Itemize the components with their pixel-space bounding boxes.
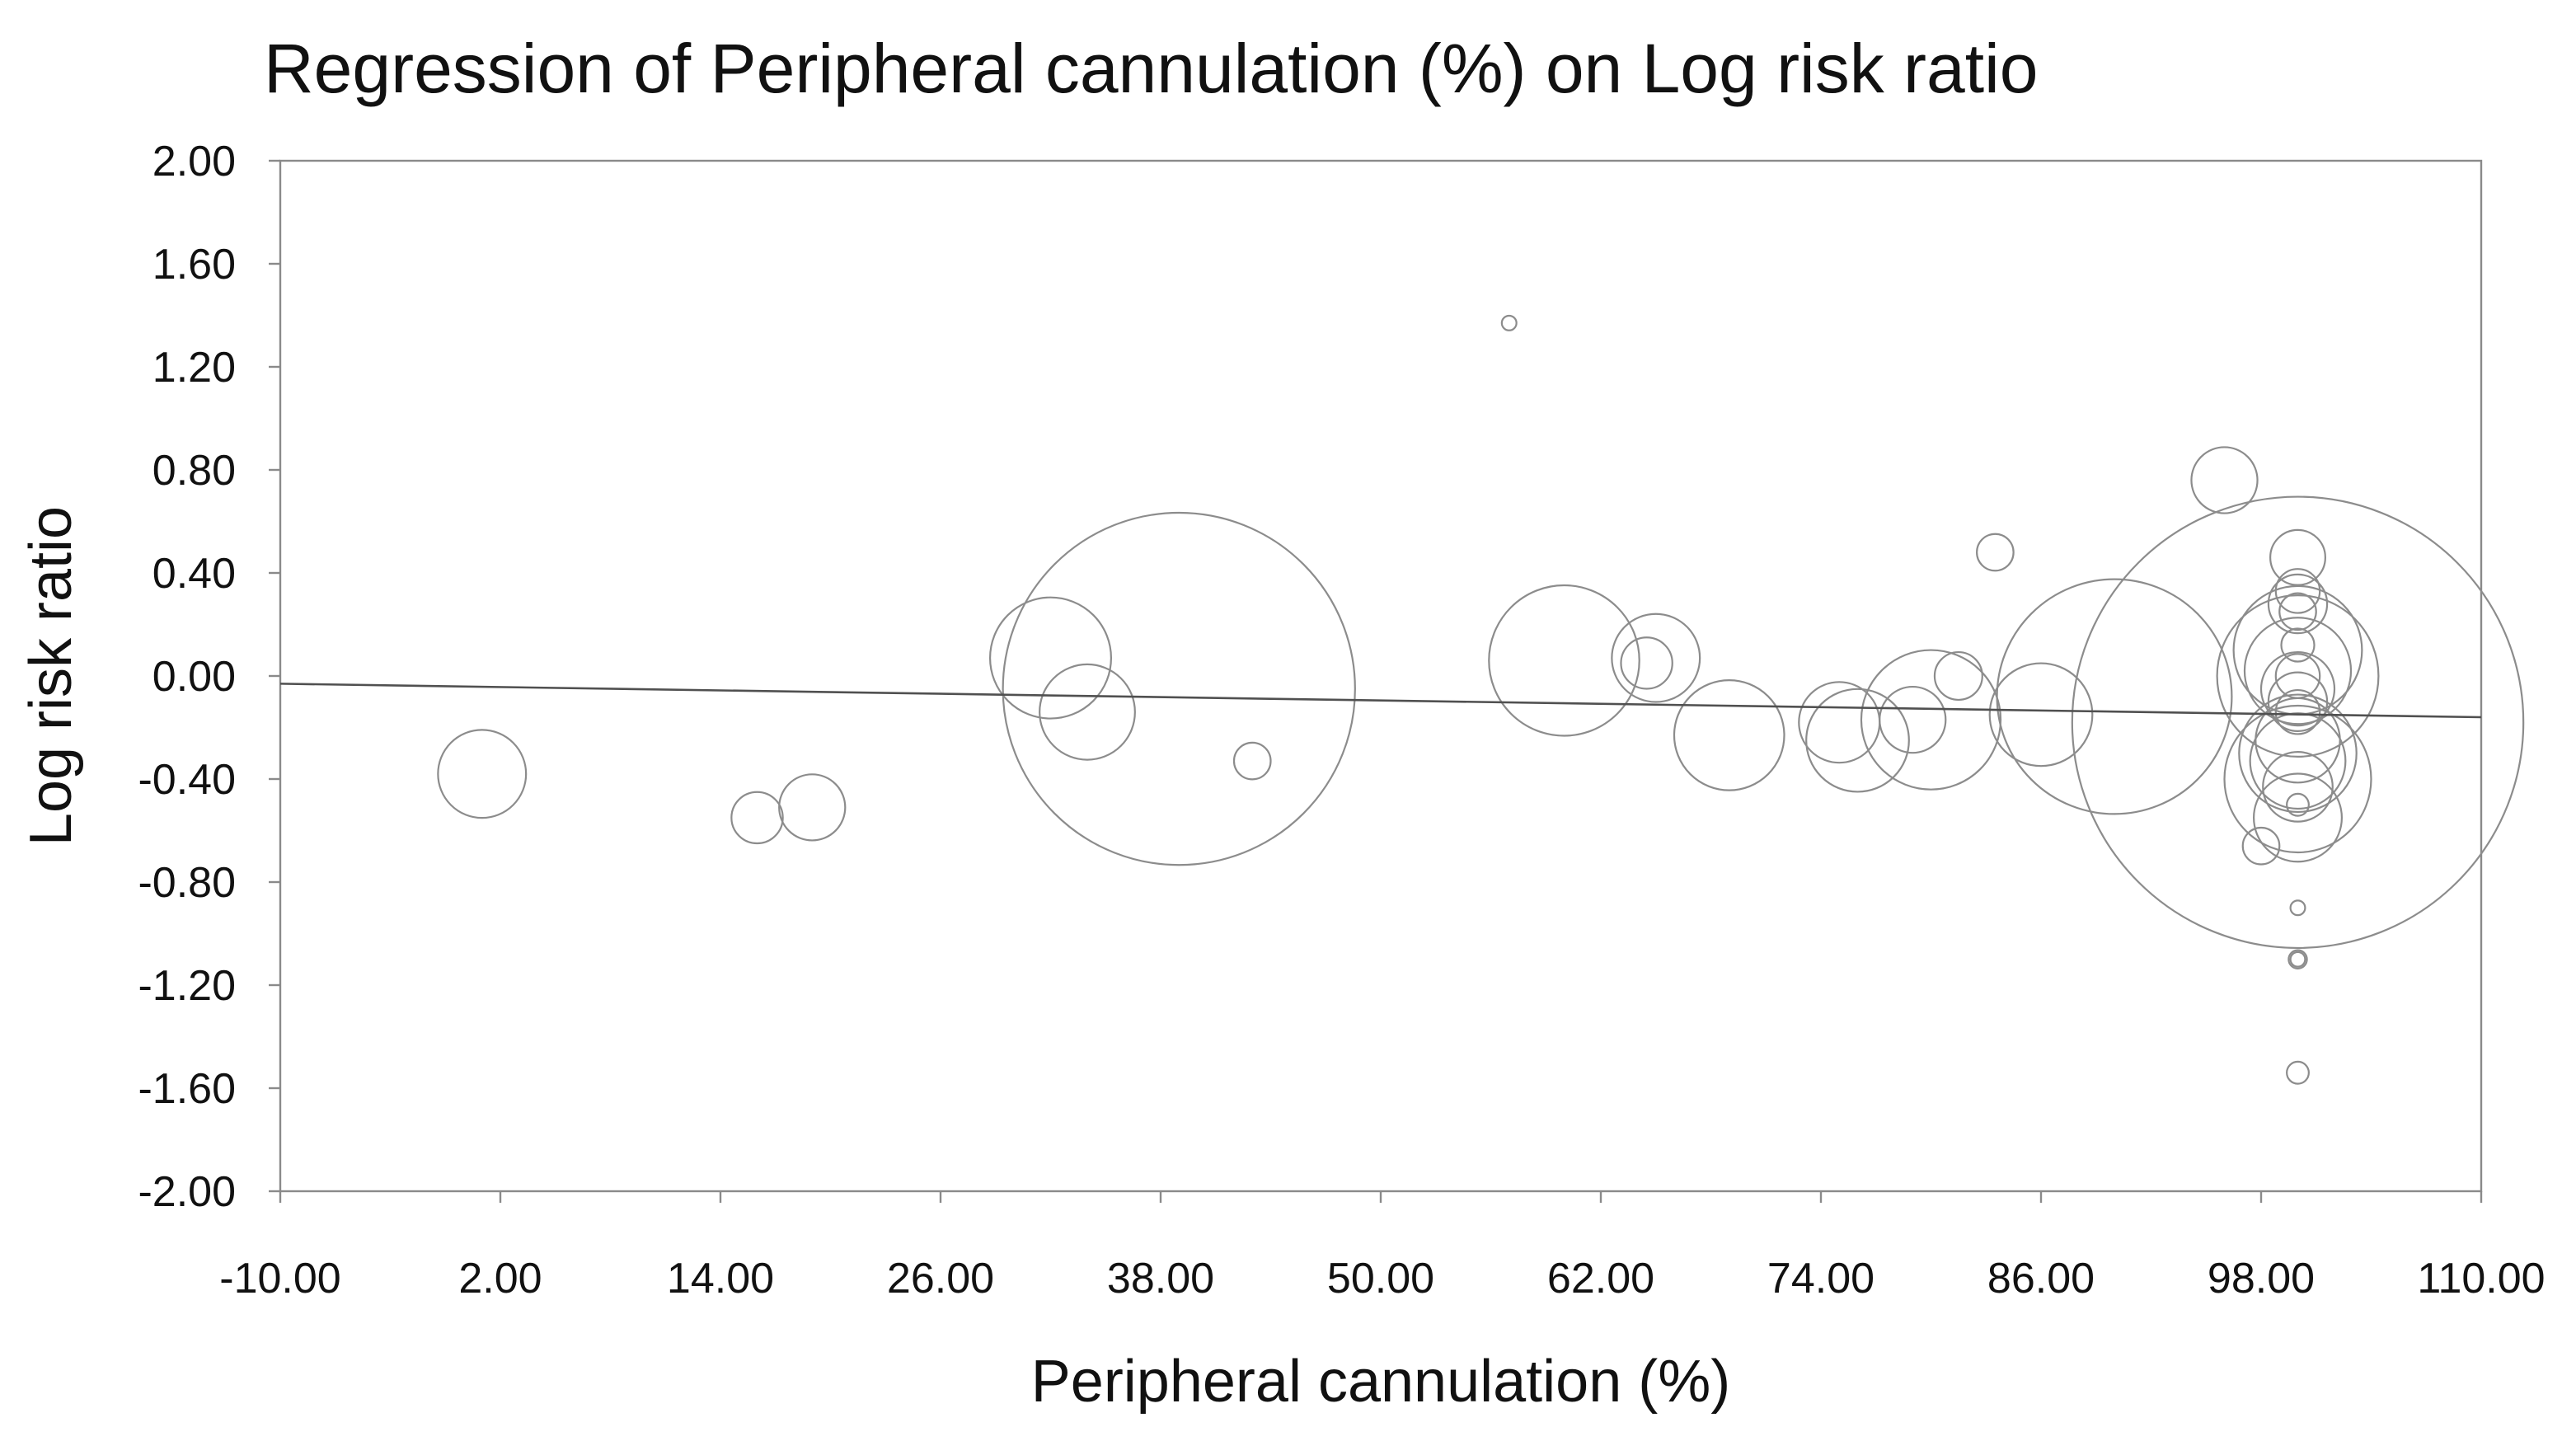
data-point (2267, 573, 2329, 635)
data-point (730, 791, 784, 845)
data-point (2071, 495, 2525, 950)
data-point (2289, 899, 2306, 917)
data-point (1039, 663, 1136, 761)
data-point (2286, 792, 2310, 817)
data-point (2223, 704, 2372, 854)
x-tick-label: 98.00 (2208, 1255, 2315, 1303)
data-point (2274, 568, 2321, 614)
data-points (437, 314, 2525, 1085)
y-axis-title: Log risk ratio (18, 506, 84, 846)
data-point (778, 773, 847, 842)
data-point (1611, 613, 1701, 703)
y-tick-label: 0.40 (152, 550, 236, 598)
data-point (437, 729, 528, 819)
y-tick-label: -0.40 (138, 756, 236, 804)
x-tick-label: 86.00 (1987, 1255, 2095, 1303)
data-point (2190, 446, 2259, 514)
data-point (1488, 584, 1640, 737)
x-axis-ticks: -10.00 2.00 14.00 26.00 38.00 50.00 62.00 74.00… (219, 1191, 2546, 1303)
y-tick-label: 0.80 (152, 447, 236, 495)
data-point (2274, 688, 2321, 735)
y-tick-label: -1.60 (138, 1065, 236, 1113)
data-point (1976, 533, 2015, 572)
data-point (1620, 636, 1673, 690)
regression-layer (279, 683, 2482, 719)
chart-title: Regression of Peripheral cannulation (%)… (264, 30, 2038, 107)
data-point (1500, 314, 1518, 331)
x-tick-label: 14.00 (667, 1255, 774, 1303)
data-point (2253, 772, 2344, 863)
data-point (1879, 685, 1947, 754)
data-point (2249, 712, 2347, 810)
regression-line (279, 683, 2482, 719)
data-point (2289, 950, 2306, 968)
data-point (2259, 651, 2336, 727)
data-point (2287, 949, 2308, 969)
x-tick-label: 38.00 (1107, 1255, 1214, 1303)
data-point (1232, 741, 1272, 781)
y-tick-label: 1.60 (152, 241, 236, 289)
data-point (1933, 650, 1983, 702)
y-tick-label: 2.00 (152, 138, 236, 185)
data-point (1002, 511, 1356, 866)
x-tick-label: 2.00 (458, 1255, 542, 1303)
y-tick-label: 1.20 (152, 344, 236, 392)
data-point (2262, 750, 2334, 823)
data-point (988, 596, 1113, 720)
data-point (1996, 578, 2233, 815)
data-point (2243, 617, 2353, 725)
data-point (2238, 693, 2358, 814)
data-point (2278, 592, 2317, 631)
x-tick-label: 26.00 (887, 1255, 994, 1303)
x-tick-label: 110.00 (2417, 1255, 2545, 1303)
data-point (2269, 528, 2326, 586)
data-point (2241, 826, 2281, 866)
x-tick-label: 62.00 (1547, 1255, 1654, 1303)
data-point (1988, 662, 2094, 767)
y-tick-label: -1.20 (138, 962, 236, 1010)
data-point (2286, 1060, 2310, 1085)
x-tick-label: 74.00 (1767, 1255, 1875, 1303)
data-point (1805, 688, 1910, 793)
y-axis-ticks: -2.00 -1.60 -1.20 -0.80 -0.40 0.00 0.40 0.80 1.2… (138, 138, 280, 1216)
data-point (1860, 649, 2002, 791)
y-tick-label: 0.00 (152, 653, 236, 701)
y-tick-label: -0.80 (138, 859, 236, 907)
data-point (2280, 627, 2316, 663)
y-tick-label: -2.00 (138, 1168, 236, 1216)
data-point (2216, 594, 2380, 758)
x-tick-label: 50.00 (1327, 1255, 1434, 1303)
data-point (1673, 679, 1785, 791)
x-axis-title: Peripheral cannulation (%) (1031, 1349, 1730, 1415)
x-tick-label: -10.00 (219, 1255, 340, 1303)
